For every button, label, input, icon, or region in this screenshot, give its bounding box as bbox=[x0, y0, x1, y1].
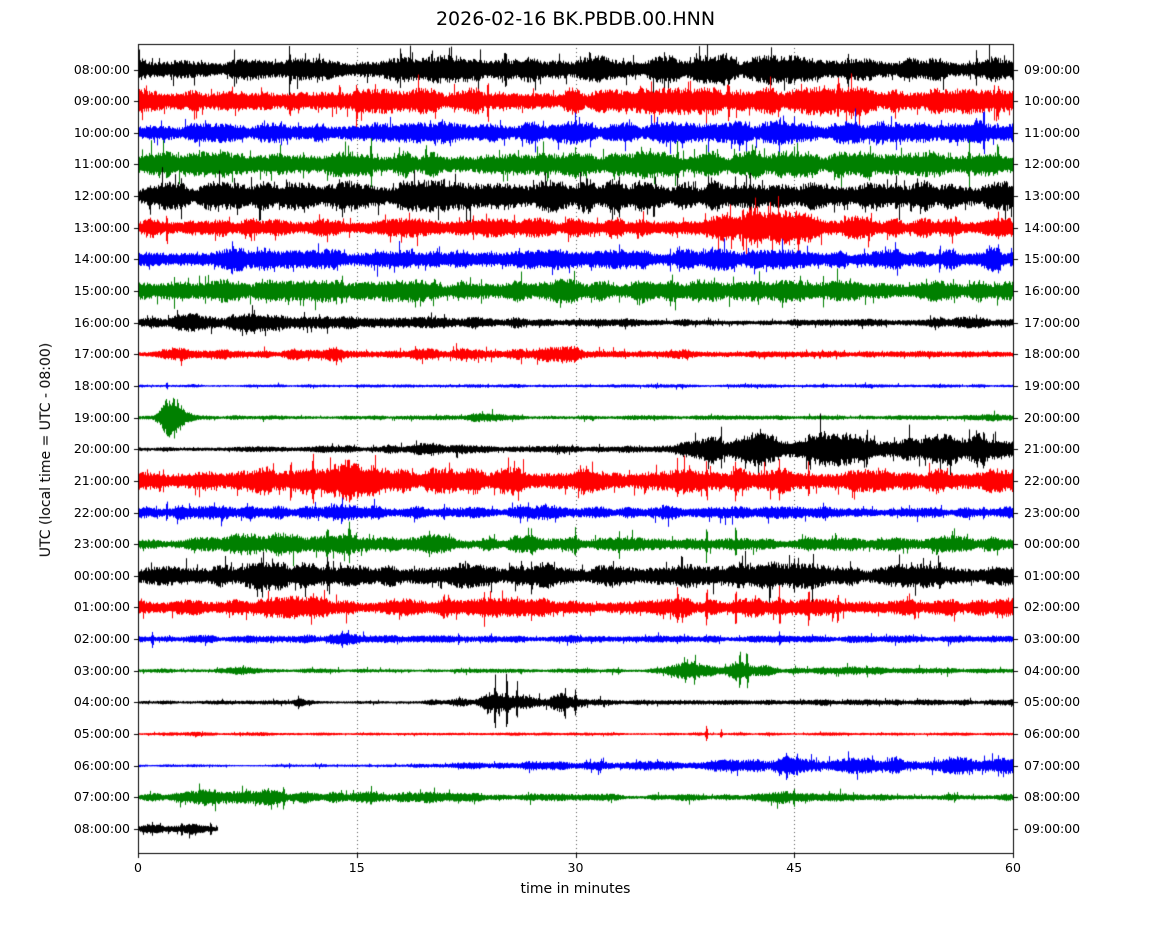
utc-time-label: 14:00:00 bbox=[73, 251, 130, 267]
utc-time-label: 15:00:00 bbox=[73, 282, 130, 298]
local-time-label: 04:00:00 bbox=[1024, 662, 1081, 678]
utc-time-label: 22:00:00 bbox=[73, 504, 130, 520]
local-time-label: 23:00:00 bbox=[1024, 504, 1081, 520]
local-time-label: 12:00:00 bbox=[1024, 156, 1081, 172]
utc-time-label: 05:00:00 bbox=[73, 725, 130, 741]
x-tick-label: 15 bbox=[348, 860, 365, 875]
utc-time-label: 17:00:00 bbox=[73, 346, 130, 362]
utc-time-label: 02:00:00 bbox=[73, 630, 130, 646]
local-time-label: 15:00:00 bbox=[1024, 251, 1081, 267]
local-time-label: 05:00:00 bbox=[1024, 694, 1081, 710]
local-time-label: 18:00:00 bbox=[1024, 346, 1081, 362]
utc-time-label: 00:00:00 bbox=[73, 567, 130, 583]
local-time-label: 10:00:00 bbox=[1024, 92, 1081, 108]
utc-time-label: 06:00:00 bbox=[73, 757, 130, 773]
x-tick-label: 30 bbox=[567, 860, 584, 875]
utc-time-label: 10:00:00 bbox=[73, 124, 130, 140]
utc-time-label: 19:00:00 bbox=[73, 409, 130, 425]
utc-time-label: 03:00:00 bbox=[73, 662, 130, 678]
local-time-label: 00:00:00 bbox=[1024, 535, 1081, 551]
local-time-label: 03:00:00 bbox=[1024, 630, 1081, 646]
utc-time-label: 16:00:00 bbox=[73, 314, 130, 330]
local-time-label: 02:00:00 bbox=[1024, 599, 1081, 615]
local-time-label: 20:00:00 bbox=[1024, 409, 1081, 425]
local-time-label: 07:00:00 bbox=[1024, 757, 1081, 773]
local-time-label: 22:00:00 bbox=[1024, 472, 1081, 488]
local-time-label: 11:00:00 bbox=[1024, 124, 1081, 140]
local-time-label: 06:00:00 bbox=[1024, 725, 1081, 741]
local-time-label: 01:00:00 bbox=[1024, 567, 1081, 583]
utc-time-label: 23:00:00 bbox=[73, 535, 130, 551]
local-time-label: 19:00:00 bbox=[1024, 377, 1081, 393]
utc-time-label: 07:00:00 bbox=[73, 789, 130, 805]
local-time-label: 21:00:00 bbox=[1024, 441, 1081, 456]
utc-time-label: 12:00:00 bbox=[73, 187, 130, 203]
utc-time-label: 18:00:00 bbox=[73, 377, 130, 393]
local-time-label: 09:00:00 bbox=[1024, 820, 1081, 836]
x-axis-label: time in minutes bbox=[520, 881, 631, 897]
utc-time-label: 04:00:00 bbox=[73, 694, 130, 710]
local-time-label: 08:00:00 bbox=[1024, 789, 1081, 805]
utc-time-label: 08:00:00 bbox=[73, 61, 130, 77]
figure-title: 2026-02-16 BK.PBDB.00.HNN bbox=[435, 8, 716, 30]
local-time-label: 09:00:00 bbox=[1024, 61, 1081, 77]
x-tick-label: 60 bbox=[1005, 860, 1021, 875]
local-time-label: 17:00:00 bbox=[1024, 314, 1081, 330]
utc-time-label: 13:00:00 bbox=[73, 219, 130, 235]
utc-time-label: 21:00:00 bbox=[73, 472, 130, 488]
local-time-label: 14:00:00 bbox=[1024, 219, 1081, 235]
x-tick-label: 0 bbox=[134, 860, 142, 875]
utc-time-label: 11:00:00 bbox=[73, 156, 130, 172]
local-time-label: 13:00:00 bbox=[1024, 187, 1081, 203]
utc-time-label: 09:00:00 bbox=[73, 92, 130, 108]
utc-time-label: 01:00:00 bbox=[73, 599, 130, 615]
utc-time-label: 08:00:00 bbox=[73, 820, 130, 836]
utc-time-label: 20:00:00 bbox=[73, 441, 130, 456]
x-tick-label: 45 bbox=[786, 860, 803, 875]
local-time-label: 16:00:00 bbox=[1024, 282, 1081, 298]
